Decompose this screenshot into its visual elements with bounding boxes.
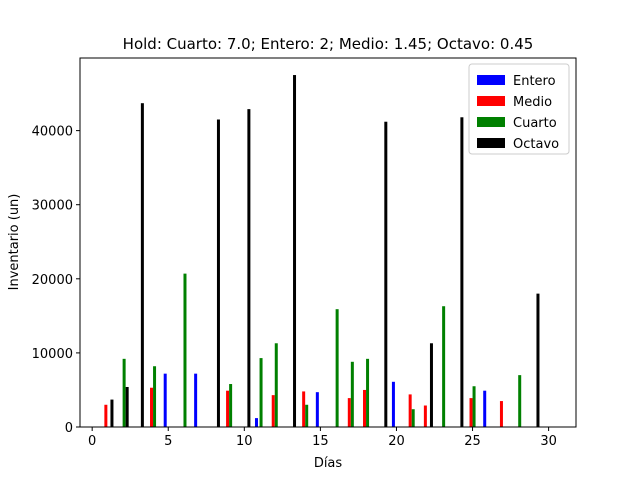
- bar-entero-4: [391, 381, 395, 427]
- bar-medio-0: [104, 404, 108, 427]
- y-tick-label: 40000: [32, 125, 73, 140]
- x-axis-label: Días: [314, 456, 343, 471]
- y-tick-label: 20000: [32, 273, 73, 288]
- bar-cuarto-8: [350, 361, 354, 427]
- x-tick-label: 30: [540, 434, 557, 449]
- bar-octavo-9: [536, 293, 540, 427]
- bar-medio-8: [423, 405, 427, 427]
- legend-swatch-cuarto: [477, 117, 505, 127]
- bar-entero-3: [315, 392, 319, 427]
- x-tick-label: 10: [236, 434, 253, 449]
- bar-octavo-4: [247, 109, 251, 428]
- bar-cuarto-10: [411, 409, 415, 427]
- bar-medio-4: [302, 391, 306, 427]
- legend-label-cuarto: Cuarto: [513, 116, 557, 131]
- legend: Entero Medio Cuarto Octavo: [468, 63, 570, 155]
- bar-medio-6: [363, 389, 367, 427]
- y-tick-label: 10000: [32, 347, 73, 362]
- bar-octavo-2: [140, 103, 144, 427]
- bar-medio-2: [226, 390, 230, 427]
- legend-label-octavo: Octavo: [513, 137, 559, 152]
- bar-cuarto-0: [122, 358, 126, 427]
- bar-cuarto-3: [229, 384, 233, 427]
- bar-entero-0: [163, 373, 167, 427]
- bar-cuarto-5: [274, 343, 278, 427]
- bar-cuarto-7: [335, 309, 339, 427]
- bar-cuarto-13: [518, 375, 522, 427]
- bar-medio-10: [499, 401, 503, 427]
- y-axis-label: Inventario (un): [7, 194, 22, 291]
- x-tick-label: 25: [464, 434, 481, 449]
- bar-medio-5: [347, 398, 351, 427]
- bar-octavo-3: [216, 119, 220, 427]
- legend-label-entero: Entero: [513, 74, 556, 89]
- bar-cuarto-9: [366, 358, 370, 427]
- bar-octavo-1: [125, 386, 129, 427]
- bar-cuarto-11: [442, 306, 446, 427]
- bar-cuarto-12: [472, 386, 476, 427]
- x-tick-label: 5: [164, 434, 172, 449]
- bar-medio-3: [271, 395, 275, 427]
- bar-octavo-5: [293, 75, 297, 427]
- bar-entero-1: [194, 373, 198, 427]
- bar-medio-1: [150, 387, 154, 427]
- x-tick-label: 0: [88, 434, 96, 449]
- bar-entero-2: [254, 418, 258, 427]
- x-tick-label: 15: [312, 434, 329, 449]
- x-tick-label: 20: [388, 434, 405, 449]
- bar-octavo-6: [384, 121, 388, 427]
- bar-cuarto-1: [153, 366, 157, 427]
- plot-frame: [79, 57, 577, 428]
- bar-cuarto-6: [305, 404, 309, 427]
- legend-swatch-octavo: [477, 138, 505, 148]
- bar-octavo-7: [429, 343, 433, 427]
- legend-label-medio: Medio: [513, 95, 552, 110]
- legend-box: [468, 63, 570, 155]
- legend-swatch-medio: [477, 96, 505, 106]
- y-tick-label: 30000: [32, 199, 73, 214]
- bar-octavo-0: [110, 399, 114, 427]
- bars-layer: [104, 75, 540, 428]
- legend-swatch-entero: [477, 75, 505, 85]
- y-axis: 0 10000 20000 30000 40000: [32, 125, 80, 436]
- bar-octavo-8: [460, 117, 464, 428]
- x-axis: 0 5 10 15 20 25 30: [88, 427, 557, 449]
- bar-cuarto-4: [259, 358, 263, 427]
- bar-entero-5: [483, 390, 487, 427]
- bar-medio-7: [408, 394, 412, 427]
- bar-medio-9: [469, 398, 473, 427]
- y-tick-label: 0: [65, 421, 73, 436]
- bar-cuarto-2: [183, 273, 187, 427]
- chart-title: Hold: Cuarto: 7.0; Entero: 2; Medio: 1.4…: [123, 35, 534, 53]
